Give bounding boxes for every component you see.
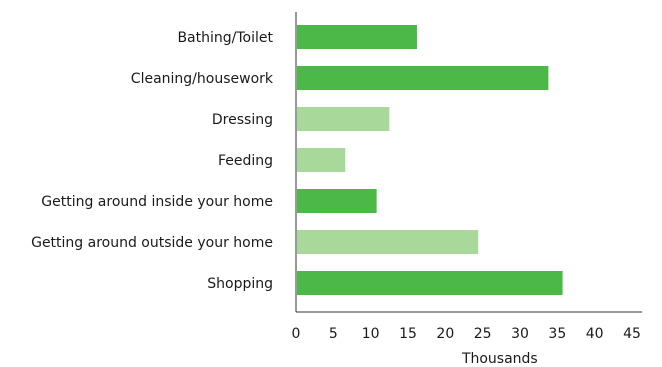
bar — [297, 66, 549, 90]
bar — [297, 148, 346, 172]
x-tick-label: 45 — [623, 326, 641, 342]
category-label: Bathing/Toilet — [177, 30, 273, 46]
bars-layer — [297, 25, 563, 295]
bar — [297, 189, 377, 213]
x-tick-label: 10 — [362, 326, 380, 342]
x-tick-label: 30 — [511, 326, 529, 342]
x-tick-label: 5 — [329, 326, 338, 342]
category-label: Dressing — [212, 112, 273, 128]
x-tick-label: 15 — [399, 326, 417, 342]
x-tick-label: 25 — [474, 326, 492, 342]
x-axis-ticks: 0 5 10 15 20 25 30 35 40 45 — [292, 326, 641, 342]
category-label: Getting around inside your home — [41, 194, 273, 210]
category-label: Cleaning/housework — [131, 71, 274, 87]
category-label: Getting around outside your home — [31, 235, 273, 251]
bar — [297, 271, 563, 295]
category-label: Feeding — [218, 153, 273, 169]
x-tick-label: 20 — [436, 326, 454, 342]
x-tick-label: 35 — [548, 326, 566, 342]
x-tick-label: 40 — [586, 326, 604, 342]
bar — [297, 107, 390, 131]
x-axis-title: Thousands — [461, 351, 538, 367]
x-tick-label: 0 — [292, 326, 301, 342]
bar — [297, 25, 417, 49]
category-label: Shopping — [207, 276, 273, 292]
category-labels: Bathing/Toilet Cleaning/housework Dressing… — [31, 30, 274, 292]
bar — [297, 230, 479, 254]
